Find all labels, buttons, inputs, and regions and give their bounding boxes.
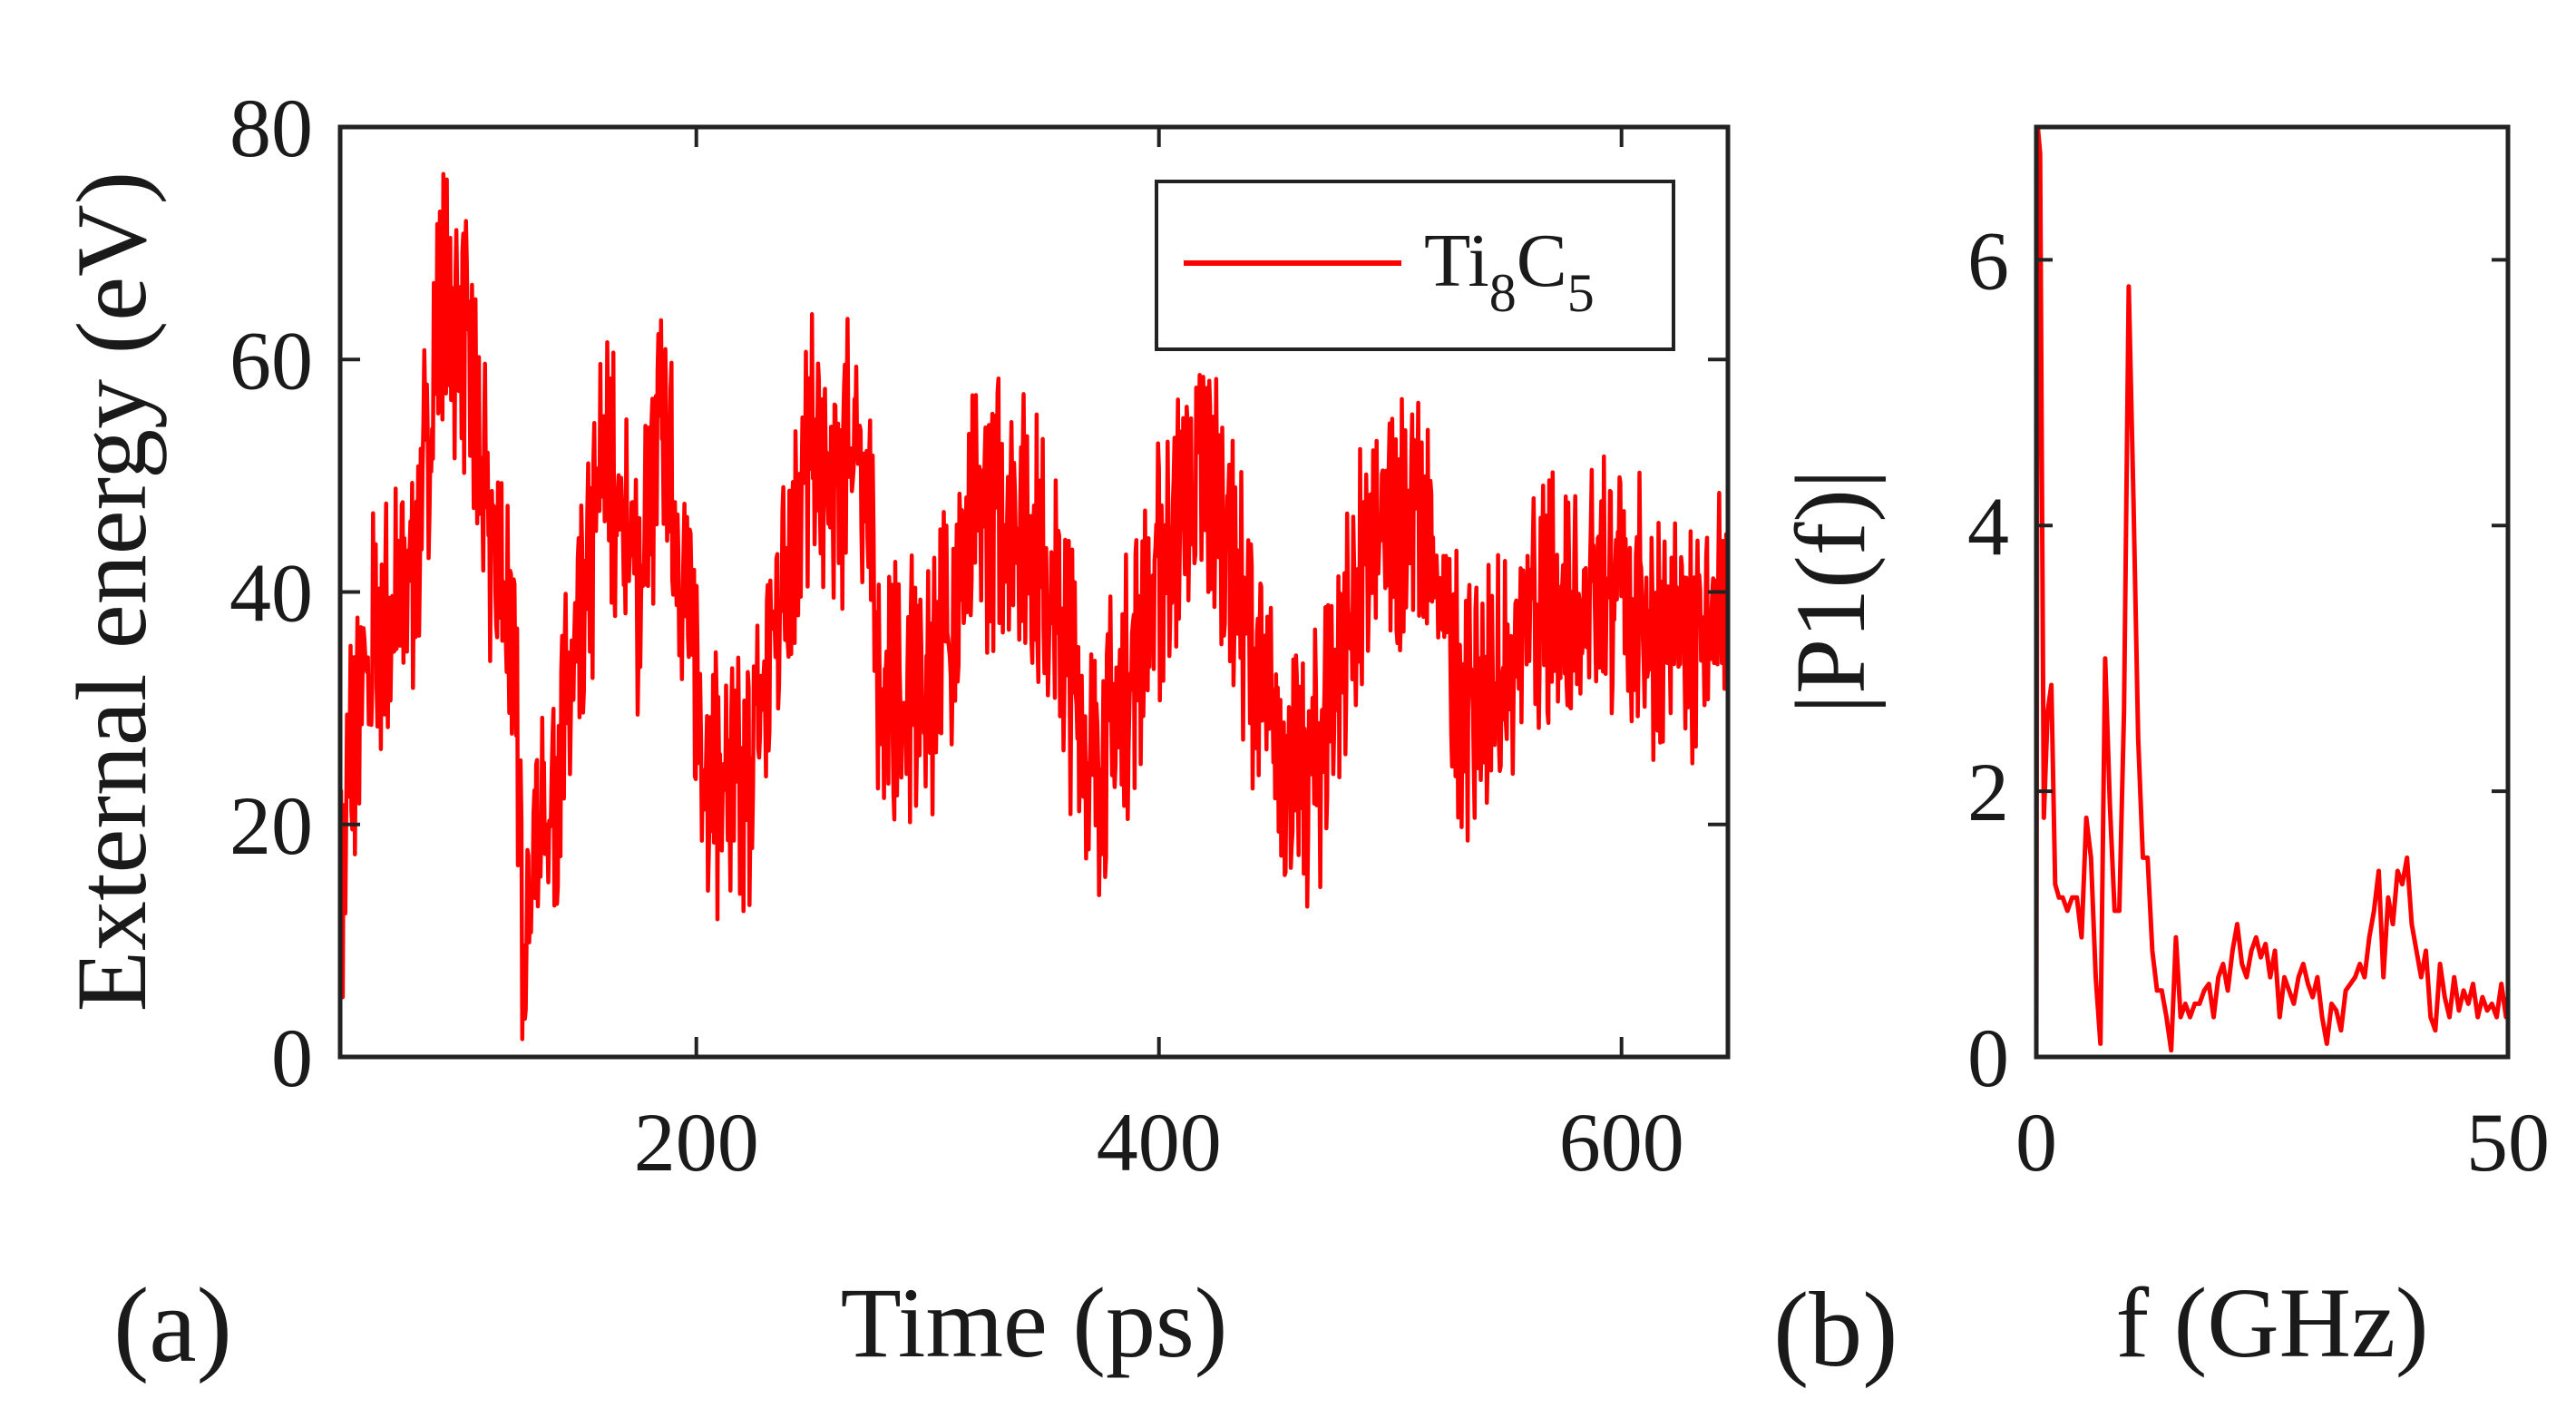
b-ytick-label: 6: [1967, 214, 2009, 307]
a-xtick-label: 400: [1097, 1096, 1222, 1188]
chart-a: 200 400 600 0 20 40 60 80 Ti8C5 Time (ps) Exter…: [56, 82, 1731, 1384]
chart-b: 0 50 0 2 4 6 f (GHz) |P1(f)| (b): [1773, 124, 2550, 1389]
b-xlabel: f (GHz): [2115, 1267, 2428, 1378]
a-series-line: [337, 171, 1731, 1042]
b-ylabel: |P1(f)|: [1775, 469, 1886, 714]
a-ytick-label: 20: [229, 779, 313, 872]
a-ytick-label: 60: [229, 314, 313, 406]
a-ytick-label: 80: [229, 82, 313, 174]
a-xtick-label: 600: [1559, 1096, 1684, 1188]
a-xlabel: Time (ps): [841, 1267, 1228, 1378]
b-ytick-label: 4: [1967, 480, 2009, 572]
a-ytick-label: 40: [229, 547, 313, 640]
panel-label-b: (b): [1773, 1270, 1898, 1389]
b-ytick-label: 0: [1967, 1012, 2009, 1104]
b-xtick-label: 50: [2466, 1096, 2550, 1188]
a-legend: Ti8C5: [1155, 180, 1675, 351]
b-xtick-label: 0: [2015, 1096, 2057, 1188]
b-plot-frame: [2034, 124, 2511, 1060]
a-ytick-label: 0: [271, 1012, 313, 1104]
b-series-line: [2034, 124, 2511, 1058]
a-xtick-label: 200: [634, 1096, 759, 1188]
a-legend-label: Ti8C5: [1424, 219, 1595, 323]
b-ytick-label: 2: [1967, 746, 2009, 838]
panel-label-a: (a): [113, 1266, 232, 1384]
a-ylabel: External energy (eV): [56, 171, 167, 1012]
